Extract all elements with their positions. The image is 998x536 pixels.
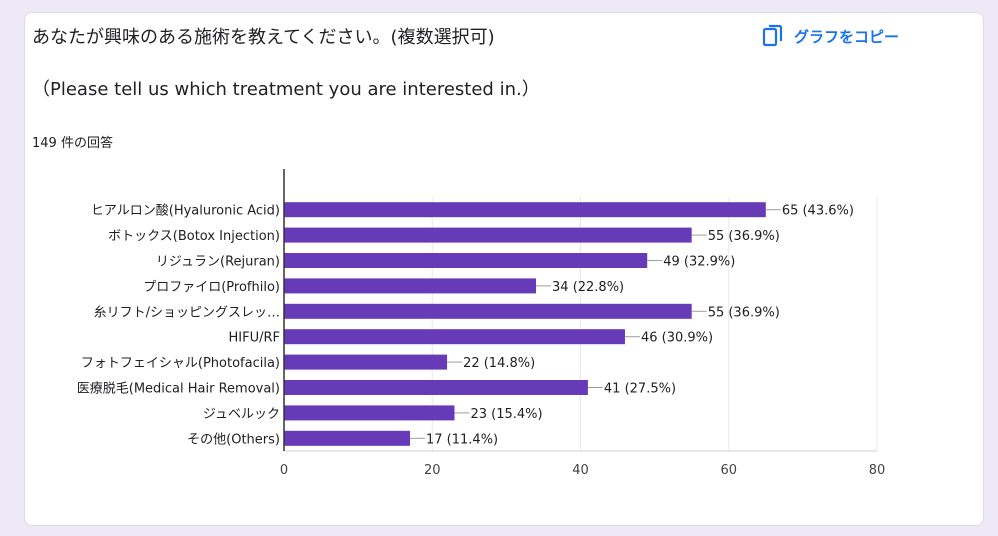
category-label: プロファイロ(Profhilo) [143, 280, 280, 295]
response-count: 149 件の回答 [32, 136, 113, 151]
bar [284, 202, 766, 218]
bar [284, 329, 625, 345]
value-label: 34 (22.8%) [552, 280, 624, 295]
question-title: あなたが興味のある施術を教えてください。(複数選択可) [32, 27, 495, 48]
category-label: フォトフェイシャル(Photofacila) [81, 356, 280, 371]
copy-chart-label: グラフをコピー [794, 27, 900, 46]
chart-card [24, 12, 984, 526]
bar [284, 354, 448, 370]
category-label: 医療脱毛(Medical Hair Removal) [77, 382, 280, 397]
bar [284, 303, 692, 319]
x-tick-label: 80 [869, 463, 886, 478]
category-label: ボトックス(Botox Injection) [108, 229, 280, 244]
value-label: 46 (30.9%) [641, 331, 713, 346]
value-label: 55 (36.9%) [708, 305, 780, 320]
value-label: 22 (14.8%) [463, 356, 535, 371]
value-label: 41 (27.5%) [604, 382, 676, 397]
category-label: ジュベルック [203, 407, 280, 422]
copy-icon [762, 24, 784, 48]
value-label: 17 (11.4%) [426, 432, 498, 447]
bar [284, 278, 537, 294]
copy-chart-button[interactable]: グラフをコピー [762, 24, 899, 48]
bar [284, 430, 411, 446]
value-label: 49 (32.9%) [663, 255, 735, 270]
category-label: リジュラン(Rejuran) [156, 255, 280, 270]
category-label: HIFU/RF [229, 331, 281, 346]
bar [284, 405, 455, 421]
value-label: 65 (43.6%) [782, 204, 854, 219]
x-tick-label: 40 [572, 463, 589, 478]
x-tick-label: 0 [280, 463, 288, 478]
bar [284, 253, 648, 268]
value-label: 23 (15.4%) [470, 407, 542, 422]
bar [284, 380, 588, 395]
x-tick-label: 60 [720, 463, 737, 478]
question-subtitle: （Please tell us which treatment you are … [32, 79, 540, 100]
value-label: 55 (36.9%) [708, 229, 780, 244]
x-tick-label: 20 [424, 463, 441, 478]
category-label: 糸リフト/ショッピングスレッ… [94, 305, 280, 320]
bar [284, 227, 692, 243]
category-label: その他(Others) [187, 432, 280, 447]
category-label: ヒアルロン酸(Hyaluronic Acid) [91, 204, 280, 219]
